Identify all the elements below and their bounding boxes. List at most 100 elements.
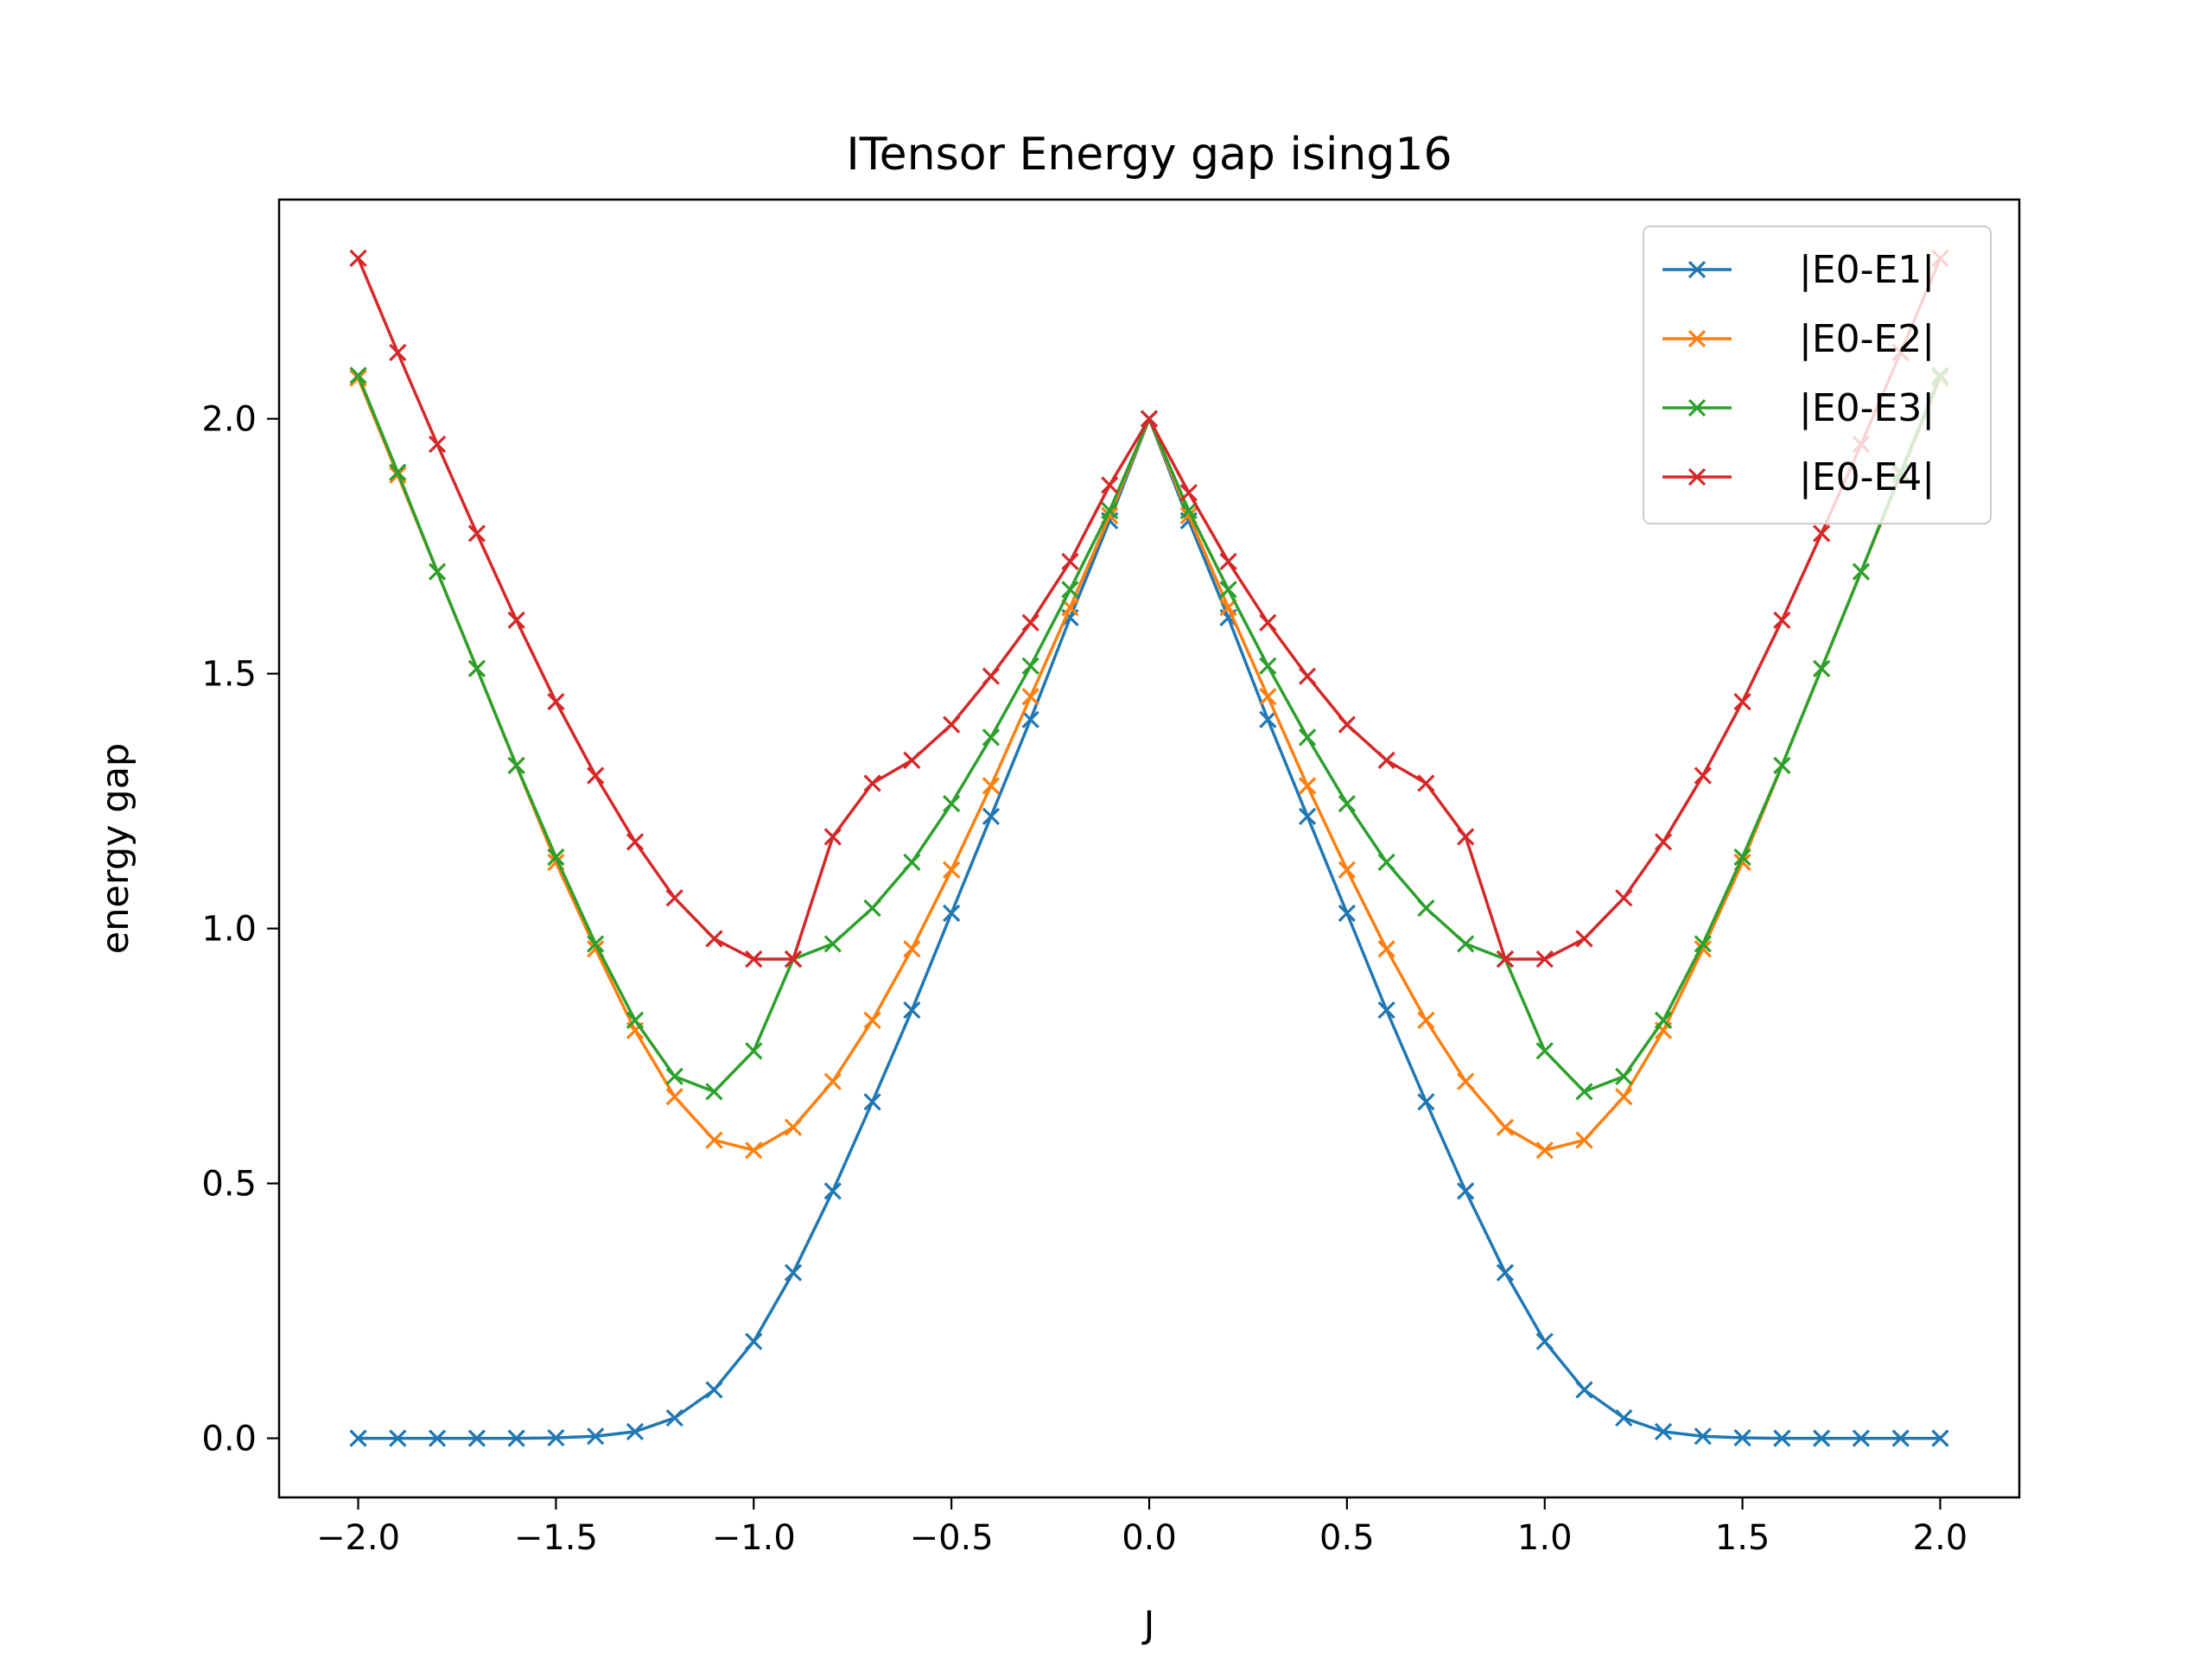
data-point	[982, 667, 1001, 685]
y-tick-label: 0.0	[201, 1420, 257, 1459]
data-point	[784, 1263, 803, 1281]
data-point	[1259, 710, 1277, 728]
data-point	[1575, 1083, 1593, 1101]
data-point	[1615, 1088, 1633, 1106]
x-tick-label: −1.5	[514, 1518, 598, 1558]
data-point	[903, 1001, 921, 1020]
data-point	[1457, 1182, 1475, 1200]
data-point	[349, 366, 367, 385]
data-point	[903, 940, 921, 958]
data-point	[1496, 950, 1515, 969]
x-tick-label: 1.0	[1517, 1518, 1573, 1558]
legend-marker	[1688, 329, 1707, 348]
data-point	[1377, 940, 1395, 958]
data-point	[665, 1088, 683, 1106]
data-point	[1338, 861, 1356, 879]
data-point	[784, 1118, 803, 1136]
data-point	[467, 1429, 486, 1447]
data-point	[1773, 611, 1791, 629]
data-point	[1298, 777, 1317, 795]
y-tick-label: 1.0	[201, 910, 257, 950]
data-point	[626, 1422, 645, 1441]
data-point	[784, 950, 803, 969]
data-point	[705, 930, 723, 948]
data-point	[823, 1182, 842, 1200]
legend-label: |E0-E3|	[1799, 386, 1935, 430]
x-tick-label: 1.5	[1715, 1518, 1770, 1558]
data-point	[1654, 1011, 1673, 1029]
data-point	[626, 833, 645, 851]
data-point	[1931, 1429, 1949, 1447]
data-point	[349, 1429, 367, 1447]
data-point	[626, 1011, 645, 1029]
data-point	[1021, 688, 1039, 706]
data-point	[1298, 728, 1317, 747]
data-point	[1101, 476, 1119, 494]
data-point	[587, 1427, 605, 1446]
data-point	[1773, 756, 1791, 774]
data-point	[823, 935, 842, 953]
data-point	[1377, 751, 1395, 770]
legend-entry: |E0-E1|	[1662, 248, 1935, 292]
data-point	[1061, 552, 1079, 570]
data-point	[1694, 766, 1712, 785]
data-point	[389, 343, 407, 362]
data-point	[1457, 935, 1475, 953]
data-point	[863, 774, 881, 792]
data-point	[1615, 889, 1633, 907]
data-point	[982, 777, 1001, 795]
data-point	[1535, 950, 1554, 969]
data-point	[1813, 659, 1831, 677]
data-point	[349, 249, 367, 267]
data-point	[428, 563, 447, 581]
data-point	[1457, 1072, 1475, 1090]
y-tick-label: 1.5	[201, 655, 257, 695]
data-point	[823, 828, 842, 846]
data-point	[1179, 484, 1198, 502]
x-tick-label: 0.5	[1319, 1518, 1375, 1558]
chart-title: ITensor Energy gap ising16	[846, 129, 1452, 181]
data-point	[1694, 1427, 1712, 1446]
x-tick-label: −1.0	[712, 1518, 796, 1558]
data-point	[745, 1042, 763, 1060]
x-tick-label: 0.0	[1122, 1518, 1177, 1558]
data-point	[1338, 794, 1356, 813]
data-point	[705, 1131, 723, 1149]
y-axis-label: energy gap	[94, 743, 137, 954]
data-point	[547, 1428, 565, 1447]
legend-marker	[1688, 398, 1707, 417]
data-point	[943, 794, 961, 813]
data-point	[1813, 524, 1831, 543]
data-point	[1773, 1429, 1791, 1447]
data-point	[982, 728, 1001, 747]
legend-entry: |E0-E3|	[1662, 386, 1935, 430]
data-point	[1496, 1263, 1515, 1281]
data-point	[1496, 1118, 1515, 1136]
data-point	[1417, 774, 1435, 792]
data-point	[705, 1381, 723, 1399]
series-4	[349, 249, 1949, 969]
data-point	[1259, 613, 1277, 632]
data-point	[665, 1067, 683, 1085]
legend-label: |E0-E2|	[1799, 317, 1935, 361]
data-point	[587, 766, 605, 785]
y-tick-label: 0.5	[201, 1165, 257, 1205]
data-point	[745, 950, 763, 969]
data-point	[943, 904, 961, 923]
data-point	[1140, 410, 1159, 428]
data-point	[943, 861, 961, 879]
data-point	[389, 1429, 407, 1447]
legend-marker	[1688, 467, 1707, 486]
data-point	[1377, 1001, 1395, 1020]
legend: |E0-E1| |E0-E2| |E0-E3| |E0-E4|	[1643, 226, 1992, 524]
data-point	[863, 1093, 881, 1111]
data-point	[1654, 1422, 1673, 1441]
y-tick-label: 2.0	[201, 400, 257, 440]
data-point	[1101, 501, 1119, 519]
data-point	[1338, 904, 1356, 923]
legend-marker	[1688, 260, 1707, 279]
data-point	[1417, 1093, 1435, 1111]
legend-label: |E0-E1|	[1799, 248, 1935, 292]
data-point	[1179, 501, 1198, 519]
data-point	[1417, 899, 1435, 918]
